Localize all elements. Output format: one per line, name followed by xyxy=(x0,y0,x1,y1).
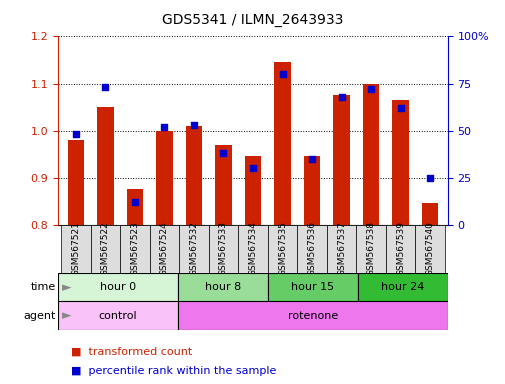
Point xyxy=(72,131,80,137)
Text: GSM567539: GSM567539 xyxy=(395,221,405,276)
FancyBboxPatch shape xyxy=(267,225,297,273)
Text: GSM567538: GSM567538 xyxy=(366,221,375,276)
Bar xyxy=(362,83,378,225)
FancyBboxPatch shape xyxy=(149,225,179,273)
FancyBboxPatch shape xyxy=(238,225,267,273)
Bar xyxy=(304,156,320,225)
FancyBboxPatch shape xyxy=(178,273,268,301)
Bar xyxy=(244,156,261,225)
Text: ■  percentile rank within the sample: ■ percentile rank within the sample xyxy=(71,366,276,376)
Point xyxy=(366,86,374,92)
Text: rotenone: rotenone xyxy=(287,311,337,321)
Bar xyxy=(215,145,231,225)
FancyBboxPatch shape xyxy=(268,273,357,301)
Text: GSM567523: GSM567523 xyxy=(130,221,139,276)
Text: GSM567537: GSM567537 xyxy=(336,221,345,276)
Text: control: control xyxy=(98,311,137,321)
Point xyxy=(131,199,139,205)
Point xyxy=(425,175,433,181)
Point xyxy=(248,165,257,171)
Text: ►: ► xyxy=(58,310,71,322)
Bar xyxy=(97,107,113,225)
FancyBboxPatch shape xyxy=(61,225,90,273)
Point xyxy=(337,94,345,100)
Point xyxy=(101,84,109,90)
Text: hour 8: hour 8 xyxy=(205,282,241,292)
Text: ■  transformed count: ■ transformed count xyxy=(71,346,192,356)
Point xyxy=(160,124,168,130)
Text: GDS5341 / ILMN_2643933: GDS5341 / ILMN_2643933 xyxy=(162,13,343,27)
Text: GSM567534: GSM567534 xyxy=(248,221,257,276)
Point xyxy=(189,122,197,128)
Text: GSM567532: GSM567532 xyxy=(189,221,198,276)
Text: hour 0: hour 0 xyxy=(100,282,136,292)
Bar xyxy=(421,204,437,225)
Point xyxy=(396,105,404,111)
Point xyxy=(308,156,316,162)
FancyBboxPatch shape xyxy=(179,225,208,273)
Text: GSM567536: GSM567536 xyxy=(307,221,316,276)
FancyBboxPatch shape xyxy=(385,225,415,273)
Text: GSM567540: GSM567540 xyxy=(425,221,434,276)
Text: agent: agent xyxy=(23,311,56,321)
Bar xyxy=(274,62,290,225)
FancyBboxPatch shape xyxy=(326,225,356,273)
FancyBboxPatch shape xyxy=(120,225,149,273)
FancyBboxPatch shape xyxy=(90,225,120,273)
Bar xyxy=(68,140,84,225)
Bar xyxy=(185,126,201,225)
Text: GSM567533: GSM567533 xyxy=(219,221,228,276)
Bar xyxy=(392,100,408,225)
FancyBboxPatch shape xyxy=(58,273,178,301)
Text: hour 15: hour 15 xyxy=(291,282,334,292)
Point xyxy=(278,71,286,77)
FancyBboxPatch shape xyxy=(357,273,447,301)
Bar xyxy=(127,189,143,225)
Text: hour 24: hour 24 xyxy=(380,282,424,292)
Text: GSM567522: GSM567522 xyxy=(100,221,110,276)
Point xyxy=(219,150,227,156)
Bar xyxy=(333,95,349,225)
FancyBboxPatch shape xyxy=(208,225,238,273)
Bar xyxy=(156,131,172,225)
FancyBboxPatch shape xyxy=(178,301,447,330)
FancyBboxPatch shape xyxy=(58,301,178,330)
Text: time: time xyxy=(30,282,56,292)
FancyBboxPatch shape xyxy=(356,225,385,273)
FancyBboxPatch shape xyxy=(415,225,444,273)
FancyBboxPatch shape xyxy=(297,225,326,273)
Text: GSM567524: GSM567524 xyxy=(160,221,169,276)
Text: GSM567535: GSM567535 xyxy=(277,221,286,276)
Text: ►: ► xyxy=(58,281,71,293)
Text: GSM567521: GSM567521 xyxy=(71,221,80,276)
